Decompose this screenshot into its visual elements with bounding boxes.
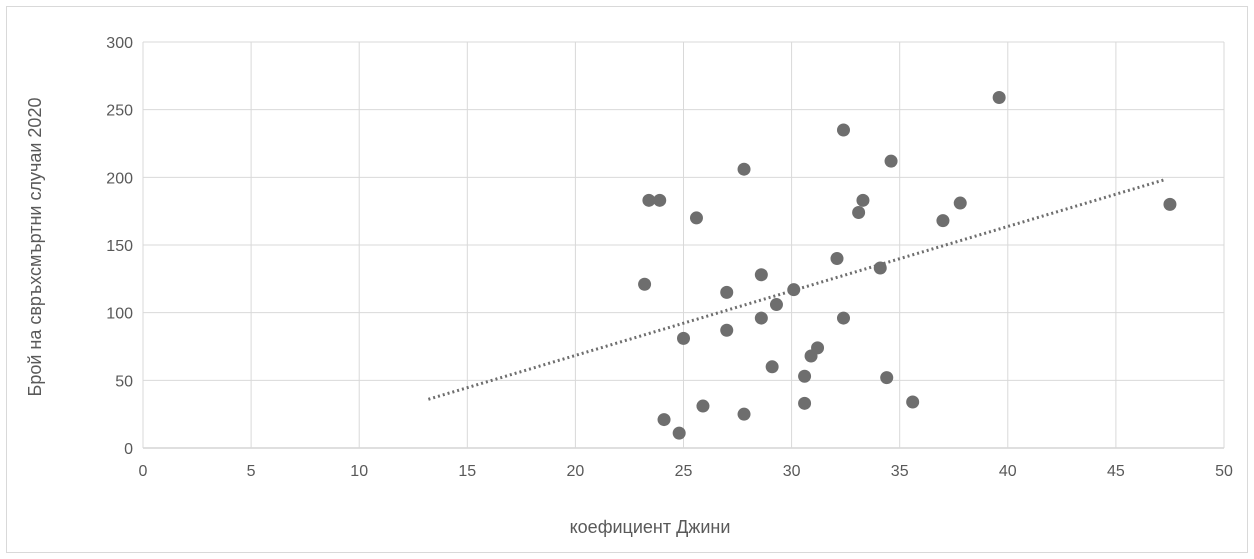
y-tick-label: 50	[115, 373, 133, 390]
x-tick-label: 10	[350, 463, 368, 480]
y-tick-label: 100	[106, 306, 133, 323]
data-point	[672, 426, 686, 440]
x-tick-label: 5	[247, 463, 256, 480]
data-point	[720, 323, 734, 337]
x-tick-label: 25	[675, 463, 693, 480]
x-tick-label: 15	[458, 463, 476, 480]
data-point	[765, 360, 779, 374]
data-point	[873, 261, 887, 275]
x-tick-label: 35	[891, 463, 909, 480]
data-point	[798, 396, 812, 410]
data-point	[836, 311, 850, 325]
data-point	[642, 193, 656, 207]
chart-frame: 0 5 10 15 20 25 30 35 40 45 50 0 50 100 150 200 250 300 …	[6, 6, 1248, 553]
data-point	[1163, 197, 1177, 211]
x-axis-ticks: 0 5 10 15 20 25 30 35 40 45 50	[139, 463, 1233, 480]
x-axis-title: коефициент Джини	[570, 517, 731, 537]
x-tick-label: 45	[1107, 463, 1125, 480]
gridlines	[142, 41, 1225, 449]
data-point	[737, 407, 751, 421]
data-point	[638, 277, 652, 291]
y-tick-label: 300	[106, 35, 133, 52]
y-tick-label: 200	[106, 170, 133, 187]
data-point	[852, 206, 866, 220]
y-tick-label: 150	[106, 238, 133, 255]
data-point	[830, 252, 844, 266]
data-point	[884, 154, 898, 168]
x-tick-label: 30	[783, 463, 801, 480]
data-point	[754, 311, 768, 325]
data-point	[754, 268, 768, 282]
data-point	[696, 399, 710, 413]
x-tick-label: 0	[139, 463, 148, 480]
data-points	[638, 90, 1177, 440]
data-point	[798, 369, 812, 383]
data-point	[787, 283, 801, 297]
data-point	[992, 90, 1006, 104]
data-point	[653, 193, 667, 207]
data-point	[811, 341, 825, 355]
data-point	[689, 211, 703, 225]
data-point	[769, 298, 783, 312]
data-point	[657, 413, 671, 427]
x-tick-label: 50	[1215, 463, 1233, 480]
data-point	[936, 214, 950, 228]
data-point	[677, 331, 690, 345]
x-tick-label: 20	[567, 463, 585, 480]
data-point	[836, 123, 850, 137]
y-tick-label: 250	[106, 103, 133, 120]
y-tick-label: 0	[124, 441, 133, 458]
y-axis-title: Брой на свръхсмъртни случаи 2020	[25, 98, 45, 397]
data-point	[737, 162, 751, 176]
y-axis-ticks: 0 50 100 150 200 250 300	[106, 35, 133, 458]
x-tick-label: 40	[999, 463, 1017, 480]
data-point	[953, 196, 967, 210]
scatter-chart: 0 5 10 15 20 25 30 35 40 45 50 050100150200250300 …	[25, 35, 1233, 537]
data-point	[880, 371, 894, 385]
data-point	[720, 285, 734, 299]
data-point	[906, 395, 920, 409]
data-point	[856, 193, 870, 207]
